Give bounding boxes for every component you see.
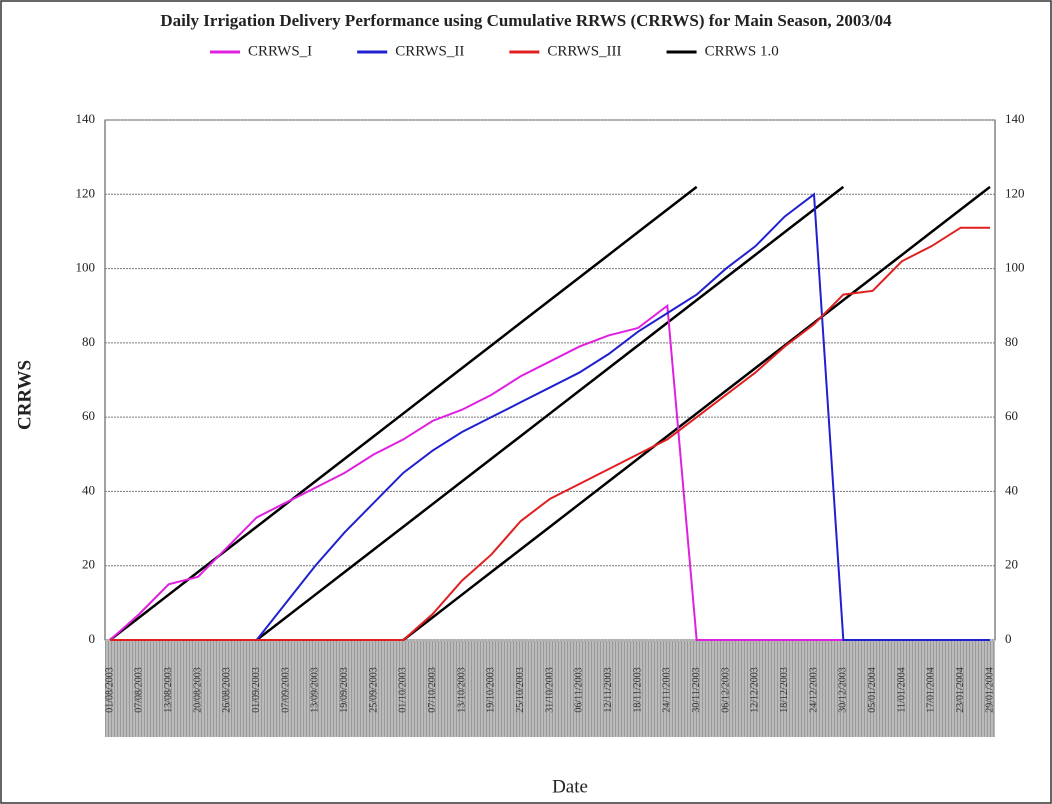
y-tick-label: 140 (76, 111, 96, 126)
x-tick-label: 17/01/2004 (926, 667, 937, 713)
x-tick-label: 05/01/2004 (867, 667, 878, 713)
chart-title: Daily Irrigation Delivery Performance us… (160, 11, 892, 30)
x-tick-label: 07/10/2003 (427, 667, 438, 713)
x-tick-label: 25/09/2003 (368, 667, 379, 713)
x-tick-label: 31/10/2003 (544, 667, 555, 713)
legend-label: CRRWS 1.0 (705, 43, 779, 59)
y-tick-label: 80 (82, 334, 95, 349)
reference-line (255, 185, 845, 641)
x-tick-label: 25/10/2003 (515, 667, 526, 713)
y2-tick-label: 120 (1005, 185, 1025, 200)
x-tick-label: 01/09/2003 (251, 667, 262, 713)
x-tick-label: 06/12/2003 (720, 667, 731, 713)
y-tick-label: 40 (82, 482, 95, 497)
x-tick-label: 20/08/2003 (192, 667, 203, 713)
x-tick-label: 29/01/2004 (984, 667, 995, 713)
x-tick-label: 18/12/2003 (779, 667, 790, 713)
x-tick-label: 13/08/2003 (163, 667, 174, 713)
x-tick-label: 30/11/2003 (691, 667, 702, 712)
y-tick-label: 20 (82, 557, 95, 572)
legend-label: CRRWS_II (395, 43, 464, 59)
x-tick-label: 19/09/2003 (339, 667, 350, 713)
x-tick-label: 07/08/2003 (134, 667, 145, 713)
x-tick-label: 07/09/2003 (280, 667, 291, 713)
y2-tick-label: 40 (1005, 482, 1018, 497)
series-line (110, 226, 990, 641)
x-tick-label: 19/10/2003 (486, 667, 497, 713)
x-tick-label: 23/01/2004 (955, 667, 966, 713)
y-tick-label: 120 (76, 185, 96, 200)
y2-tick-label: 140 (1005, 111, 1025, 126)
y-tick-label: 100 (76, 260, 96, 275)
x-tick-label: 24/12/2003 (808, 667, 819, 713)
x-tick-label: 26/08/2003 (222, 667, 233, 713)
legend-label: CRRWS_I (248, 43, 312, 59)
y2-tick-label: 100 (1005, 260, 1025, 275)
y-tick-label: 60 (82, 408, 95, 423)
y2-tick-label: 80 (1005, 334, 1018, 349)
legend-label: CRRWS_III (547, 43, 621, 59)
x-tick-label: 12/12/2003 (750, 667, 761, 713)
x-tick-label: 18/11/2003 (632, 667, 643, 712)
y2-tick-label: 0 (1005, 631, 1012, 646)
date-band (105, 641, 995, 737)
x-tick-label: 13/10/2003 (456, 667, 467, 713)
reference-line (109, 185, 698, 641)
y2-tick-label: 60 (1005, 408, 1018, 423)
x-tick-label: 13/09/2003 (310, 667, 321, 713)
x-tick-label: 01/10/2003 (398, 667, 409, 713)
x-tick-label: 12/11/2003 (603, 667, 614, 712)
x-tick-label: 06/11/2003 (574, 667, 585, 712)
y2-tick-label: 20 (1005, 557, 1018, 572)
reference-line (402, 185, 991, 641)
x-tick-label: 11/01/2004 (896, 667, 907, 712)
y-tick-label: 0 (89, 631, 96, 646)
x-tick-label: 24/11/2003 (662, 667, 673, 712)
y-axis-title: CRRWS (14, 360, 35, 430)
x-tick-label: 01/08/2003 (104, 667, 115, 713)
x-axis-title: Date (552, 776, 588, 797)
x-tick-label: 30/12/2003 (838, 667, 849, 713)
